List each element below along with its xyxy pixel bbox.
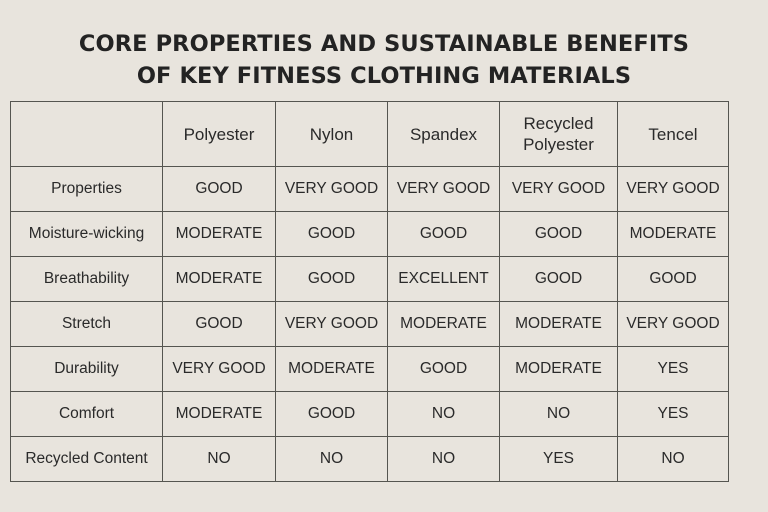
table-cell: GOOD xyxy=(162,166,276,212)
title-line-2: OF KEY FITNESS CLOTHING MATERIALS xyxy=(136,63,632,89)
table-cell: NO xyxy=(162,436,276,482)
table-cell: NO xyxy=(387,436,500,482)
table-cell: NO xyxy=(499,391,618,437)
table-cell: GOOD xyxy=(275,256,388,302)
table-cell: GOOD xyxy=(387,346,500,392)
corner-cell xyxy=(10,101,163,167)
table-cell: MODERATE xyxy=(162,391,276,437)
table-row: Durability VERY GOOD MODERATE GOOD MODER… xyxy=(10,346,729,392)
row-header: Comfort xyxy=(10,391,163,437)
table-cell: VERY GOOD xyxy=(617,301,729,347)
table-cell: NO xyxy=(387,391,500,437)
table-cell: YES xyxy=(499,436,618,482)
table-cell: YES xyxy=(617,391,729,437)
column-header: Tencel xyxy=(617,101,729,167)
column-header: Nylon xyxy=(275,101,388,167)
header-row: Polyester Nylon Spandex Recycled Polyest… xyxy=(10,101,729,167)
table-cell: MODERATE xyxy=(162,256,276,302)
table-cell: MODERATE xyxy=(275,346,388,392)
row-header: Properties xyxy=(10,166,163,212)
table-row: Moisture-wicking MODERATE GOOD GOOD GOOD… xyxy=(10,211,729,257)
table-cell: GOOD xyxy=(275,391,388,437)
table-cell: GOOD xyxy=(387,211,500,257)
table-cell: MODERATE xyxy=(162,211,276,257)
column-header: Polyester xyxy=(162,101,276,167)
table-row: Breathability MODERATE GOOD EXCELLENT GO… xyxy=(10,256,729,302)
page-title: CORE PROPERTIES AND SUSTAINABLE BENEFITS… xyxy=(0,28,768,92)
table-cell: GOOD xyxy=(499,256,618,302)
table-cell: NO xyxy=(275,436,388,482)
table-cell: VERY GOOD xyxy=(617,166,729,212)
table-row: Properties GOOD VERY GOOD VERY GOOD VERY… xyxy=(10,166,729,212)
title-line-1: CORE PROPERTIES AND SUSTAINABLE BENEFITS xyxy=(78,31,690,57)
table-cell: GOOD xyxy=(275,211,388,257)
table-row: Recycled Content NO NO NO YES NO xyxy=(10,436,729,482)
table-cell: VERY GOOD xyxy=(387,166,500,212)
row-header: Stretch xyxy=(10,301,163,347)
row-header: Durability xyxy=(10,346,163,392)
column-header: Recycled Polyester xyxy=(499,101,618,167)
table-cell: YES xyxy=(617,346,729,392)
table-cell: MODERATE xyxy=(499,346,618,392)
table-cell: VERY GOOD xyxy=(499,166,618,212)
materials-table: Polyester Nylon Spandex Recycled Polyest… xyxy=(10,101,729,482)
table-cell: EXCELLENT xyxy=(387,256,500,302)
table-cell: VERY GOOD xyxy=(275,301,388,347)
column-header: Spandex xyxy=(387,101,500,167)
table-cell: MODERATE xyxy=(387,301,500,347)
table-cell: GOOD xyxy=(617,256,729,302)
row-header: Breathability xyxy=(10,256,163,302)
table-cell: NO xyxy=(617,436,729,482)
table-cell: GOOD xyxy=(499,211,618,257)
table-row: Comfort MODERATE GOOD NO NO YES xyxy=(10,391,729,437)
table-cell: MODERATE xyxy=(617,211,729,257)
row-header: Recycled Content xyxy=(10,436,163,482)
table-cell: VERY GOOD xyxy=(162,346,276,392)
table-cell: MODERATE xyxy=(499,301,618,347)
table-cell: GOOD xyxy=(162,301,276,347)
table-row: Stretch GOOD VERY GOOD MODERATE MODERATE… xyxy=(10,301,729,347)
table-cell: VERY GOOD xyxy=(275,166,388,212)
row-header: Moisture-wicking xyxy=(10,211,163,257)
